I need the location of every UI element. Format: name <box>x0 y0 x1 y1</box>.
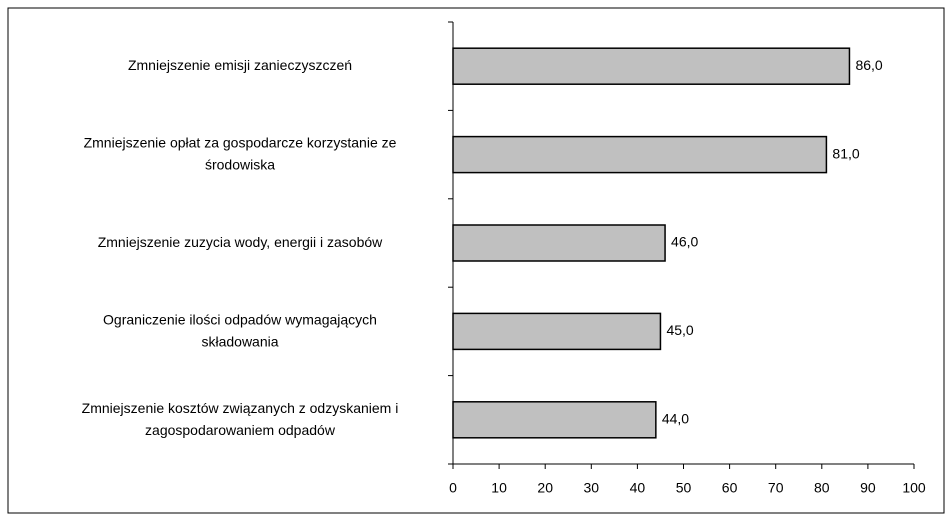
bar <box>452 401 657 439</box>
value-label: 46,0 <box>671 234 698 250</box>
x-tick-label: 30 <box>584 480 600 496</box>
category-label-line: środowiska <box>205 156 275 172</box>
category-label: Zmniejszenie emisji zanieczyszczeń <box>128 57 352 73</box>
bar <box>452 135 828 174</box>
x-tick-label: 70 <box>768 480 784 496</box>
category-label: Zmniejszenie kosztów związanych z odzysk… <box>82 400 399 438</box>
bar <box>452 224 666 262</box>
value-label: 44,0 <box>662 411 689 427</box>
x-tick-label: 80 <box>814 480 830 496</box>
category-label: Zmniejszenie opłat za gospodarcze korzys… <box>84 134 397 172</box>
category-label-line: składowania <box>201 333 278 349</box>
category-label-line: Zmniejszenie emisji zanieczyszczeń <box>128 57 352 73</box>
bar <box>452 312 662 351</box>
category-label-line: Zmniejszenie opłat za gospodarcze korzys… <box>84 134 397 150</box>
x-tick-label: 60 <box>722 480 738 496</box>
category-label-line: zagospodarowaniem odpadów <box>145 422 336 438</box>
x-tick-label: 90 <box>860 480 876 496</box>
x-tick-label: 50 <box>676 480 692 496</box>
x-tick-label: 0 <box>449 480 457 496</box>
bar <box>452 47 851 85</box>
value-label: 86,0 <box>855 57 882 73</box>
value-label: 81,0 <box>832 145 859 161</box>
x-tick-label: 100 <box>902 480 926 496</box>
x-tick-label: 10 <box>491 480 507 496</box>
category-label-line: Zmniejszenie zuzycia wody, energii i zas… <box>98 234 383 250</box>
x-tick-label: 40 <box>630 480 646 496</box>
chart-frame <box>7 7 945 514</box>
category-label: Ograniczenie ilości odpadów wymagających… <box>103 311 377 349</box>
category-label: Zmniejszenie zuzycia wody, energii i zas… <box>98 234 383 250</box>
category-label-line: Zmniejszenie kosztów związanych z odzysk… <box>82 400 399 416</box>
value-label: 45,0 <box>666 322 693 338</box>
x-tick-label: 20 <box>537 480 553 496</box>
category-label-line: Ograniczenie ilości odpadów wymagających <box>103 311 377 327</box>
